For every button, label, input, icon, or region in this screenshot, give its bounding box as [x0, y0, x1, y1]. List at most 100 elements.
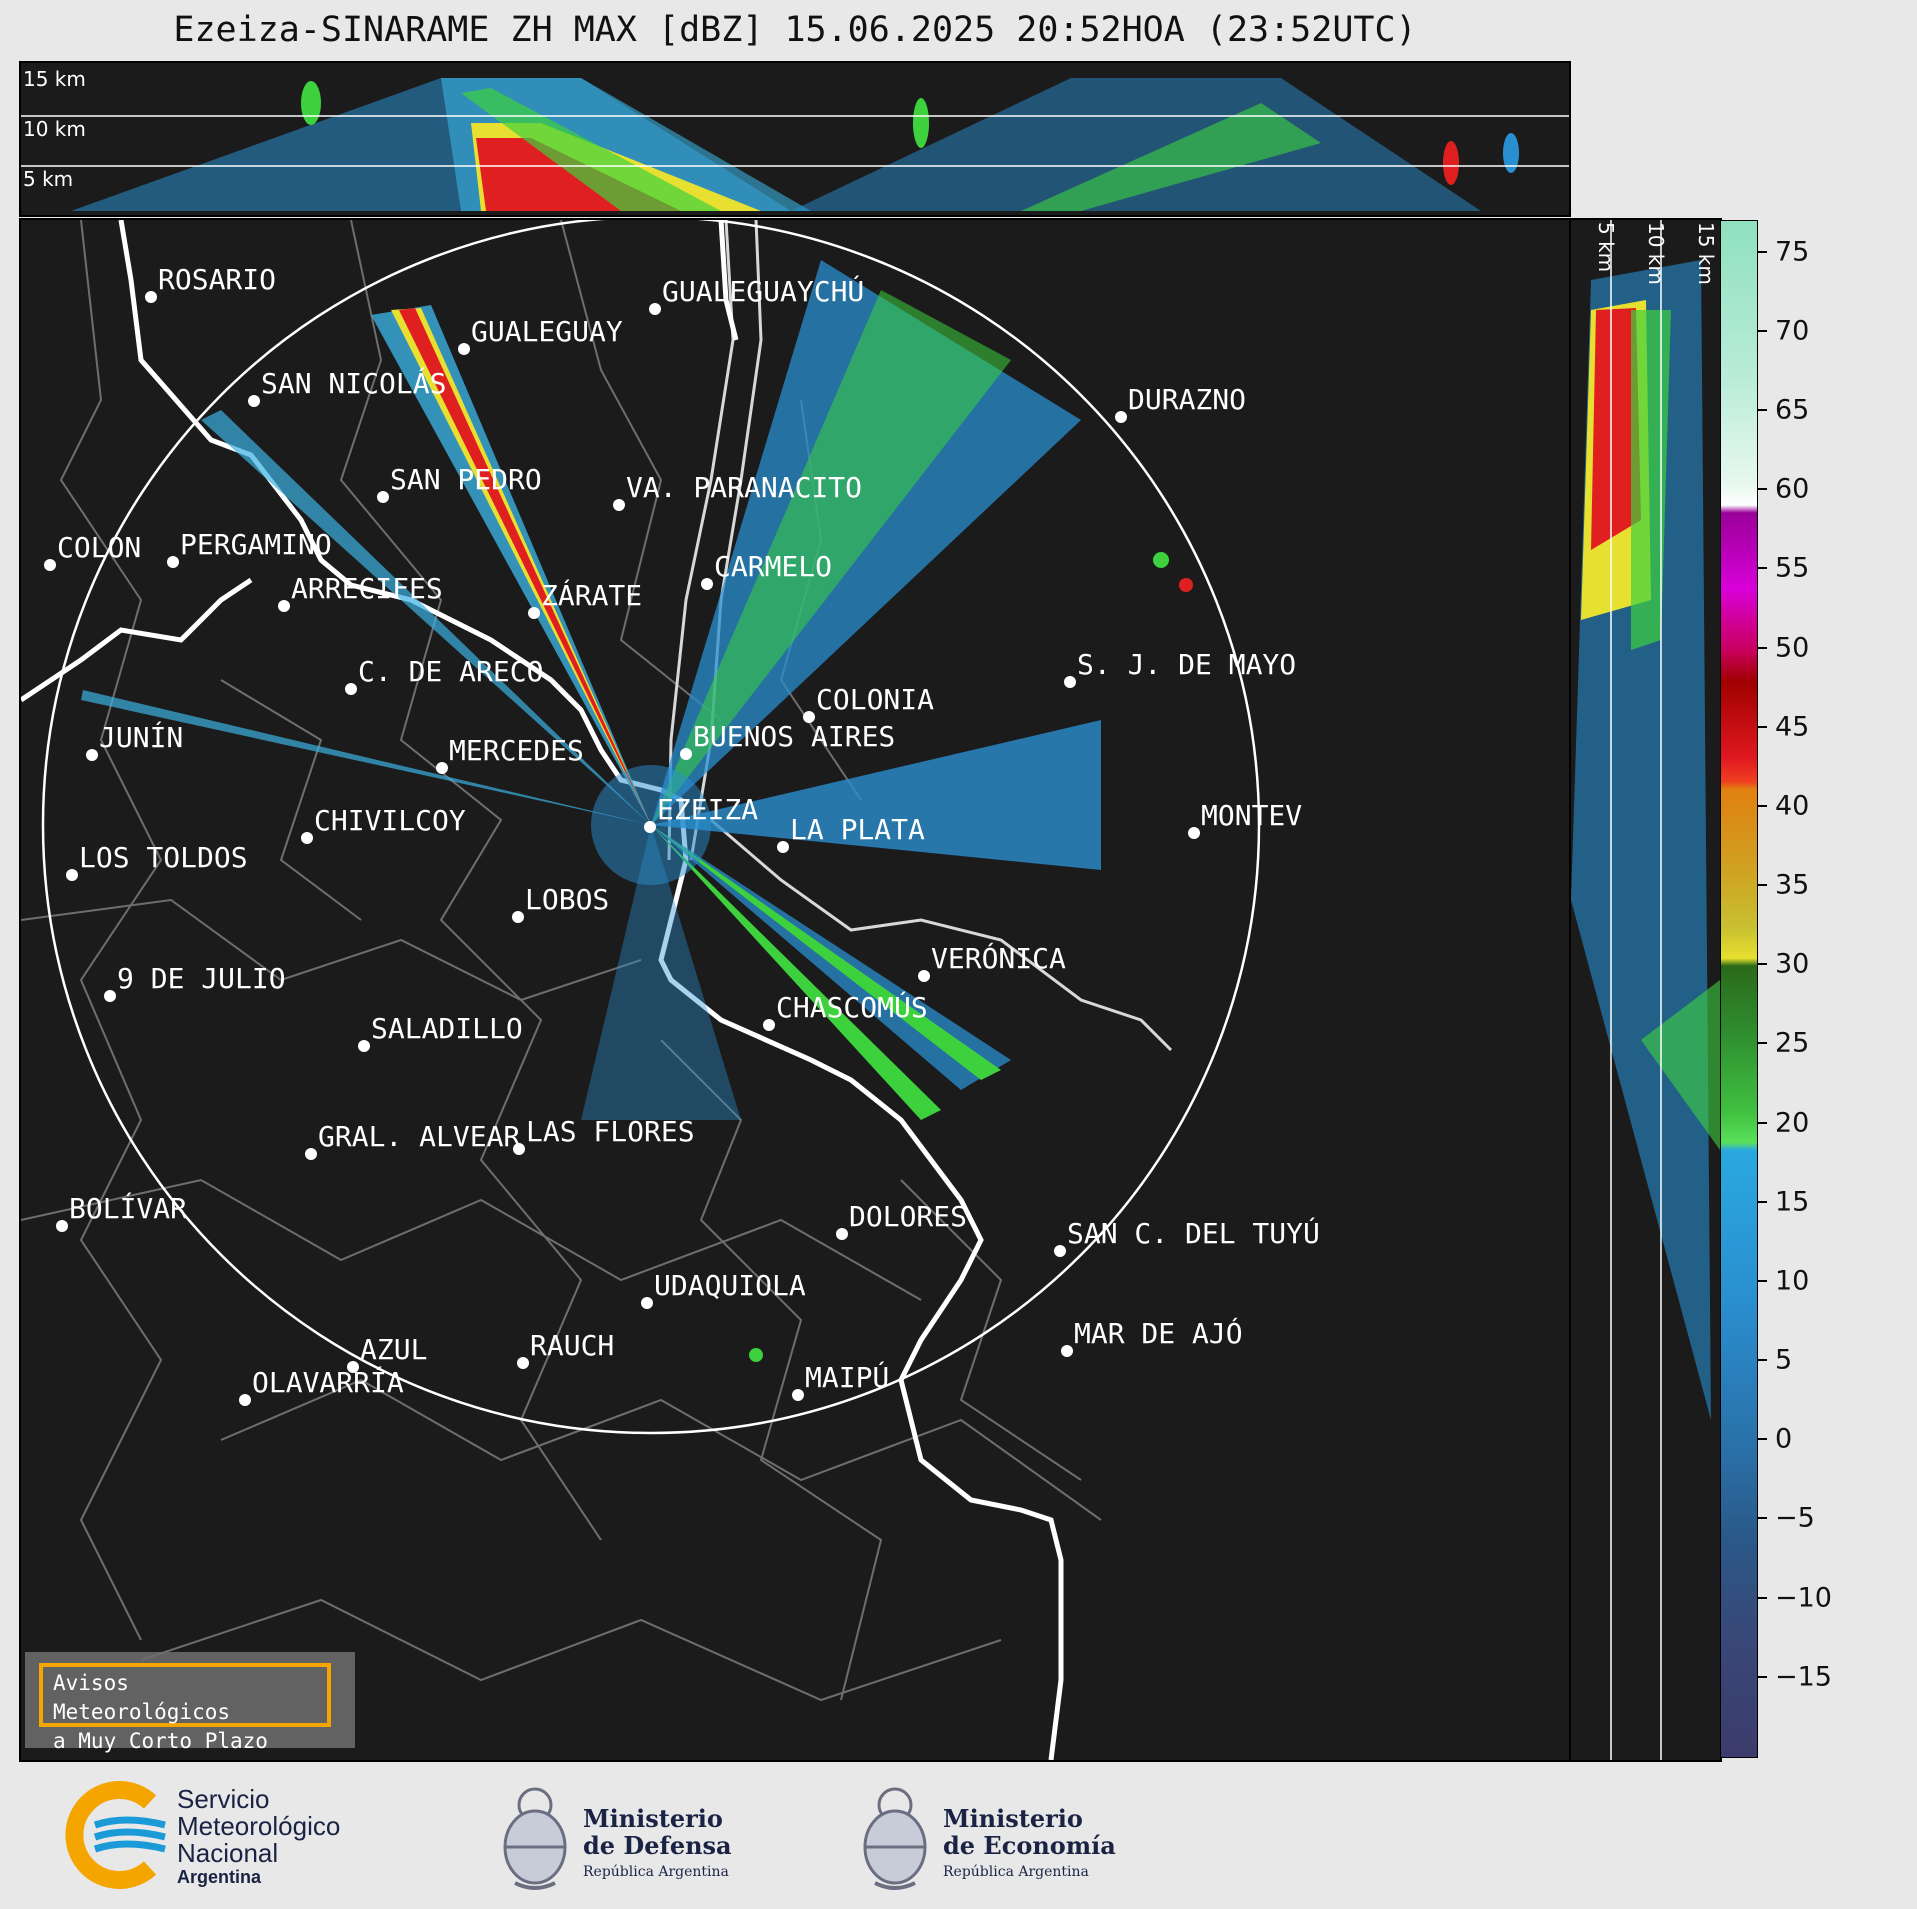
echo-band: [791, 78, 1481, 211]
smn-line1: Servicio: [177, 1784, 270, 1814]
city-label: COLONIA: [816, 683, 934, 716]
defensa-line1: Ministerio: [583, 1804, 723, 1833]
city-marker: [613, 499, 625, 511]
defensa-logo[interactable]: Ministerio de Defensa República Argentin…: [495, 1775, 755, 1895]
top-cross-section-svg: 15 km 10 km 5 km: [21, 67, 1569, 211]
range-ring: [41, 220, 1261, 1435]
city-label: CARMELO: [714, 550, 832, 583]
city-label: PERGAMINO: [180, 528, 332, 561]
colorbar-tick-label: 45: [1775, 711, 1810, 743]
city-marker: [358, 1040, 370, 1052]
warning-link[interactable]: Avisos Meteorológicos a Muy Corto Plazo: [39, 1663, 331, 1753]
city-marker: [278, 600, 290, 612]
city-marker: [305, 1148, 317, 1160]
height-label: 5 km: [1594, 222, 1618, 272]
warning-line2: a Muy Corto Plazo: [53, 1729, 268, 1753]
city-label: MAR DE AJÓ: [1074, 1316, 1243, 1350]
city-label: DOLORES: [849, 1200, 967, 1233]
city-label: CHIVILCOY: [314, 804, 466, 837]
city-label: LOBOS: [525, 883, 609, 916]
economia-logo[interactable]: Ministerio de Economía República Argenti…: [855, 1775, 1125, 1895]
echo-cell: [913, 98, 929, 148]
city-marker: [145, 291, 157, 303]
city-marker: [512, 911, 524, 923]
city-marker: [167, 556, 179, 568]
radar-map[interactable]: ROSARIO GUALEGUAYCHÚ GUALEGUAY SAN NICOL…: [19, 218, 1571, 1762]
warning-line1: Avisos Meteorológicos: [53, 1671, 231, 1724]
smn-logo[interactable]: Servicio Meteorológico Nacional Argentin…: [55, 1780, 395, 1890]
city-label: SAN NICOLÁS: [261, 366, 446, 400]
city-marker: [513, 1143, 525, 1155]
national-shield-icon: [863, 1787, 927, 1890]
city-marker: [377, 491, 389, 503]
city-label: SAN C. DEL TUYÚ: [1067, 1216, 1320, 1250]
colorbar-tick: [1757, 1675, 1767, 1678]
colorbar-tick-label: −15: [1775, 1661, 1832, 1693]
echo-cell: [1503, 133, 1519, 173]
echo-band: [1591, 308, 1641, 550]
radar-site-marker: [644, 821, 656, 833]
city-label: ZÁRATE: [541, 578, 642, 612]
city-label: RAUCH: [530, 1329, 614, 1362]
economia-line1: Ministerio: [943, 1804, 1083, 1833]
city-label: GUALEGUAY: [471, 315, 623, 348]
height-label: 10 km: [1644, 222, 1668, 285]
border-lines: [21, 220, 1064, 1760]
city-marker: [649, 303, 661, 315]
city-marker: [56, 1220, 68, 1232]
city-label: LAS FLORES: [526, 1115, 695, 1148]
city-label: MONTEV: [1201, 799, 1302, 832]
colorbar-tick: [1757, 1042, 1767, 1045]
echo-layer: [81, 260, 1193, 1362]
city-marker: [641, 1297, 653, 1309]
city-marker: [1061, 1345, 1073, 1357]
smn-line4: Argentina: [177, 1867, 262, 1887]
national-shield-icon: [503, 1787, 567, 1890]
city-label: BUENOS AIRES: [693, 720, 895, 753]
echo-band: [1021, 103, 1321, 211]
city-marker: [1064, 676, 1076, 688]
colorbar-tick: [1757, 1438, 1767, 1441]
colorbar-tick: [1757, 1359, 1767, 1362]
city-marker: [763, 1019, 775, 1031]
colorbar-tick-label: 60: [1775, 473, 1810, 505]
height-label: 15 km: [1694, 222, 1718, 285]
city-markers: ROSARIO GUALEGUAYCHÚ GUALEGUAY SAN NICOL…: [44, 263, 1320, 1406]
colorbar-tick: [1757, 329, 1767, 332]
height-label: 5 km: [23, 167, 73, 191]
city-marker: [44, 559, 56, 571]
colorbar-tick: [1757, 567, 1767, 570]
warning-box[interactable]: Avisos Meteorológicos a Muy Corto Plazo: [25, 1652, 355, 1753]
side-cross-section-svg: 5 km 10 km 15 km: [1571, 220, 1720, 1760]
economia-line3: República Argentina: [943, 1864, 1089, 1880]
city-label: CHASCOMÚS: [776, 990, 928, 1024]
city-marker: [777, 841, 789, 853]
city-marker: [104, 990, 116, 1002]
city-marker: [347, 1361, 359, 1373]
smn-emblem-icon: [65, 1781, 166, 1889]
city-marker: [1115, 411, 1127, 423]
colorbar-tick-label: 10: [1775, 1265, 1810, 1297]
colorbar-tick: [1757, 1121, 1767, 1124]
colorbar-tick-label: 20: [1775, 1107, 1810, 1139]
colorbar-tick-label: 75: [1775, 236, 1810, 268]
city-marker: [458, 343, 470, 355]
city-label: LOS TOLDOS: [79, 841, 248, 874]
city-label: S. J. DE MAYO: [1077, 648, 1296, 681]
city-label: EZEIZA: [657, 793, 758, 826]
top-cross-section: 15 km 10 km 5 km: [19, 61, 1571, 217]
city-label: BOLÍVAR: [69, 1191, 187, 1225]
colorbar-tick: [1757, 1200, 1767, 1203]
radar-map-svg[interactable]: ROSARIO GUALEGUAYCHÚ GUALEGUAY SAN NICOL…: [21, 220, 1569, 1760]
colorbar-tick-label: 15: [1775, 1186, 1810, 1218]
city-marker: [436, 762, 448, 774]
colorbar-tick-label: 25: [1775, 1027, 1810, 1059]
colorbar-tick-label: 55: [1775, 552, 1810, 584]
city-marker: [701, 578, 713, 590]
defensa-line2: de Defensa: [583, 1831, 732, 1860]
echo-band: [461, 88, 721, 211]
colorbar: [1720, 220, 1758, 1758]
city-marker: [836, 1228, 848, 1240]
colorbar-tick-label: 30: [1775, 948, 1810, 980]
colorbar-tick: [1757, 488, 1767, 491]
